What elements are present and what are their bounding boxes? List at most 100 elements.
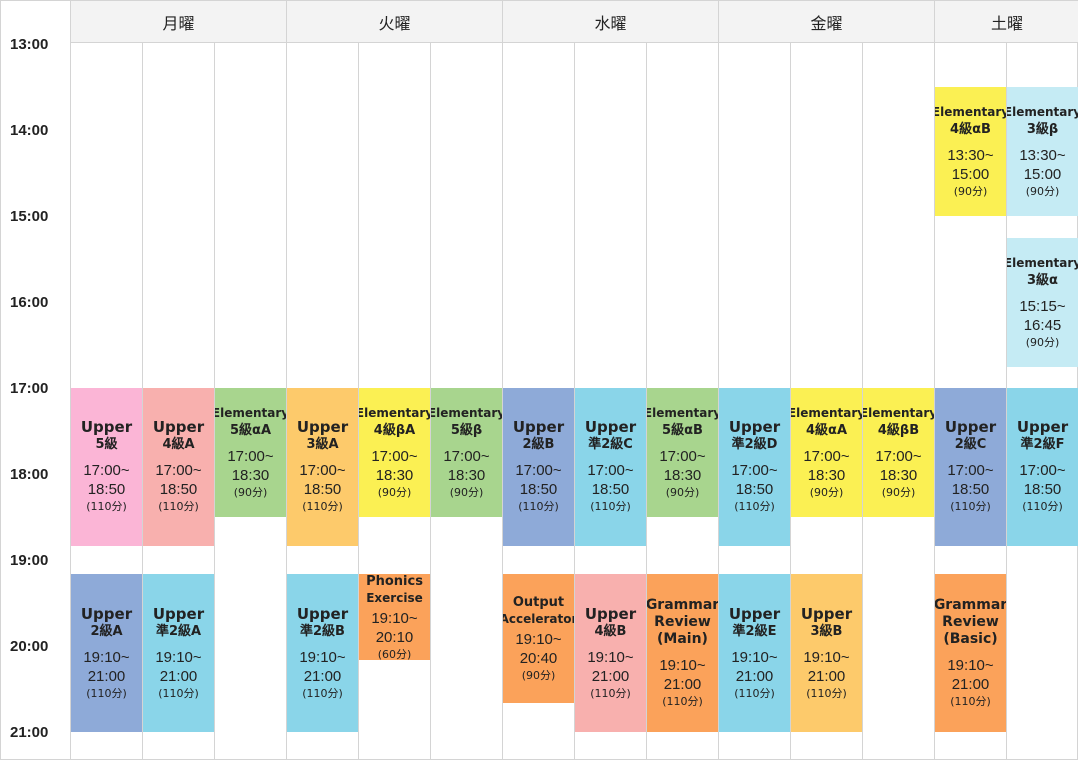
class-block[interactable]: Elementary 4級αB 13:30~ 15:00 (90分) bbox=[935, 87, 1006, 216]
class-block[interactable]: Upper 2級B 17:00~ 18:50 (110分) bbox=[503, 388, 574, 546]
class-block[interactable]: Output Accelerator 19:10~ 20:40 (90分) bbox=[503, 574, 574, 704]
class-title: Upper bbox=[728, 604, 781, 623]
class-block[interactable]: Elementary 3級β 13:30~ 15:00 (90分) bbox=[1007, 87, 1078, 216]
column-divider bbox=[142, 43, 143, 759]
class-title: Elementary bbox=[647, 406, 718, 420]
time-label: 15:00 bbox=[10, 208, 49, 225]
class-block[interactable]: Elementary 4級βB 17:00~ 18:30 (90分) bbox=[863, 388, 934, 517]
class-block[interactable]: Upper 準2級B 19:10~ 21:00 (110分) bbox=[287, 574, 358, 732]
class-duration: (110分) bbox=[734, 500, 775, 514]
class-title: Phonics bbox=[366, 574, 423, 589]
class-title: Grammar bbox=[647, 597, 718, 614]
class-block[interactable]: Upper 準2級E 19:10~ 21:00 (110分) bbox=[719, 574, 790, 732]
class-duration: (110分) bbox=[86, 500, 127, 514]
class-block[interactable]: Elementary 5級αA 17:00~ 18:30 (90分) bbox=[215, 388, 286, 517]
class-block[interactable]: Upper 準2級D 17:00~ 18:50 (110分) bbox=[719, 388, 790, 546]
column-divider bbox=[718, 43, 719, 759]
class-block[interactable]: Upper 準2級F 17:00~ 18:50 (110分) bbox=[1007, 388, 1078, 546]
time-axis: 13:00 14:00 15:00 16:00 17:00 18:00 19:00 20:00… bbox=[1, 1, 70, 759]
day-header: 金曜 bbox=[718, 1, 934, 43]
class-time: 19:10~ 21:00 bbox=[947, 657, 994, 694]
class-block[interactable]: Upper 準2級A 19:10~ 21:00 (110分) bbox=[143, 574, 214, 732]
class-time: 15:15~ 16:45 bbox=[1019, 297, 1066, 334]
class-block[interactable]: Upper 2級C 17:00~ 18:50 (110分) bbox=[935, 388, 1006, 546]
class-time: 19:10~ 21:00 bbox=[731, 648, 778, 685]
class-block[interactable]: Grammar Review (Main) 19:10~ 21:00 (110分) bbox=[647, 574, 718, 732]
class-title: Upper bbox=[296, 418, 349, 437]
column-divider bbox=[862, 43, 863, 759]
class-level: 準2級A bbox=[155, 623, 202, 639]
class-title: Upper bbox=[152, 418, 205, 437]
class-block[interactable]: Elementary 5級αB 17:00~ 18:30 (90分) bbox=[647, 388, 718, 517]
class-level: 5級 bbox=[95, 437, 118, 453]
class-time: 17:00~ 18:50 bbox=[1019, 462, 1066, 499]
column-divider bbox=[502, 43, 503, 759]
class-level: 4級αB bbox=[950, 122, 991, 137]
class-title: Upper bbox=[80, 418, 133, 437]
class-block[interactable]: Upper 4級A 17:00~ 18:50 (110分) bbox=[143, 388, 214, 546]
class-block[interactable]: Upper 5級 17:00~ 18:50 (110分) bbox=[71, 388, 142, 546]
class-block[interactable]: Upper 3級B 19:10~ 21:00 (110分) bbox=[791, 574, 862, 732]
class-block[interactable]: Phonics Exercise 19:10~ 20:10 (60分) bbox=[359, 574, 430, 661]
class-title: Upper bbox=[584, 418, 637, 437]
class-level: 準2級D bbox=[731, 437, 778, 453]
class-time: 17:00~ 18:50 bbox=[731, 462, 778, 499]
class-time: 17:00~ 18:50 bbox=[155, 462, 202, 499]
class-duration: (60分) bbox=[377, 647, 412, 661]
class-level: 4級αA bbox=[805, 423, 848, 438]
class-title: Elementary bbox=[1007, 105, 1078, 119]
class-time: 19:10~ 21:00 bbox=[803, 648, 850, 685]
class-duration: (110分) bbox=[302, 500, 343, 514]
class-level: 5級β bbox=[450, 423, 483, 438]
class-block[interactable]: Upper 4級B 19:10~ 21:00 (110分) bbox=[575, 574, 646, 732]
class-level: 5級αB bbox=[662, 423, 703, 438]
class-title: Elementary bbox=[935, 105, 1006, 119]
class-block[interactable]: Elementary 3級α 15:15~ 16:45 (90分) bbox=[1007, 237, 1078, 367]
class-time: 17:00~ 18:50 bbox=[299, 462, 346, 499]
class-level: Review (Main) bbox=[654, 614, 711, 648]
class-level: 3級β bbox=[1026, 122, 1059, 137]
class-title: Upper bbox=[584, 604, 637, 623]
class-time: 13:30~ 15:00 bbox=[947, 147, 994, 183]
class-time: 19:10~ 20:10 bbox=[371, 609, 418, 646]
time-label: 13:00 bbox=[10, 36, 49, 53]
day-header: 水曜 bbox=[502, 1, 718, 43]
day-header: 月曜 bbox=[70, 1, 286, 43]
class-time: 17:00~ 18:50 bbox=[587, 462, 634, 499]
class-duration: (110分) bbox=[1022, 500, 1063, 514]
class-level: 4級B bbox=[594, 623, 627, 639]
class-level: 準2級E bbox=[732, 623, 777, 639]
class-title: Upper bbox=[80, 604, 133, 623]
class-title: Elementary bbox=[431, 406, 502, 420]
column-divider bbox=[358, 43, 359, 759]
column-divider bbox=[70, 43, 71, 759]
class-block[interactable]: Elementary 4級βA 17:00~ 18:30 (90分) bbox=[359, 388, 430, 517]
class-block[interactable]: Elementary 5級β 17:00~ 18:30 (90分) bbox=[431, 388, 502, 517]
class-duration: (90分) bbox=[665, 486, 700, 499]
class-time: 17:00~ 18:30 bbox=[659, 448, 706, 484]
class-block[interactable]: Upper 2級A 19:10~ 21:00 (110分) bbox=[71, 574, 142, 732]
class-level: 3級B bbox=[810, 623, 843, 639]
class-block[interactable]: Grammar Review (Basic) 19:10~ 21:00 (110分) bbox=[935, 574, 1006, 732]
class-level: 4級βB bbox=[877, 423, 920, 438]
class-duration: (110分) bbox=[158, 500, 199, 514]
class-title: Upper bbox=[152, 604, 205, 623]
class-block[interactable]: Upper 3級A 17:00~ 18:50 (110分) bbox=[287, 388, 358, 546]
class-time: 19:10~ 21:00 bbox=[155, 648, 202, 685]
class-title: Output bbox=[512, 595, 565, 611]
class-block[interactable]: Elementary 4級αA 17:00~ 18:30 (90分) bbox=[791, 388, 862, 517]
class-title: Upper bbox=[800, 604, 853, 623]
class-block[interactable]: Upper 準2級C 17:00~ 18:50 (110分) bbox=[575, 388, 646, 546]
class-time: 19:10~ 21:00 bbox=[299, 648, 346, 685]
class-level: 2級C bbox=[954, 437, 987, 453]
column-divider bbox=[1006, 43, 1007, 759]
class-time: 17:00~ 18:50 bbox=[515, 462, 562, 499]
day-header: 火曜 bbox=[286, 1, 502, 43]
class-time: 17:00~ 18:30 bbox=[803, 448, 850, 484]
class-time: 19:10~ 21:00 bbox=[659, 657, 706, 694]
time-label: 18:00 bbox=[10, 466, 49, 483]
class-time: 13:30~ 15:00 bbox=[1019, 147, 1066, 183]
time-label: 20:00 bbox=[10, 638, 49, 655]
class-title: Upper bbox=[1016, 418, 1069, 437]
